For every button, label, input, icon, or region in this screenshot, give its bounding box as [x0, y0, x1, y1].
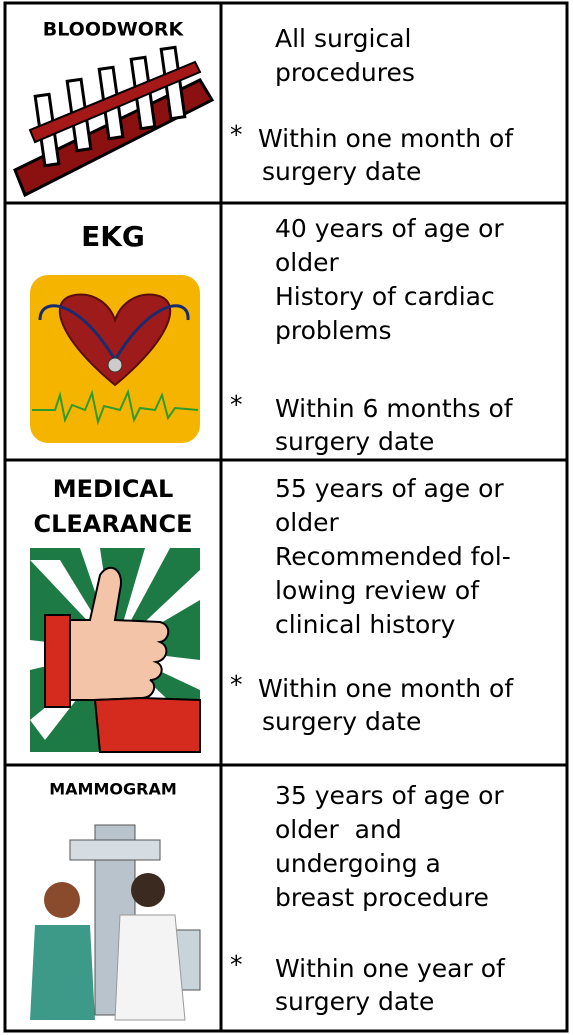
- note-marker: *: [230, 390, 243, 419]
- note-marker: *: [230, 670, 243, 699]
- ekg-icon: [30, 275, 200, 443]
- criteria-line: 40 years of age or: [275, 214, 504, 243]
- note-line: Within one year of: [275, 954, 506, 983]
- note-line: surgery date: [275, 987, 434, 1016]
- note-line: surgery date: [262, 157, 421, 186]
- row-label: CLEARANCE: [33, 510, 192, 538]
- row-label: MEDICAL: [53, 475, 174, 503]
- criteria-line: procedures: [275, 58, 415, 87]
- criteria-line: Recommended fol-: [275, 542, 511, 571]
- criteria-line: All surgical: [275, 24, 411, 53]
- criteria-line: older: [275, 508, 339, 537]
- row-label: BLOODWORK: [43, 19, 185, 41]
- mammogram-icon: [30, 824, 201, 1021]
- criteria-line: problems: [275, 316, 391, 345]
- note-marker: *: [230, 120, 243, 149]
- row-label: EKG: [81, 220, 145, 253]
- criteria-line: breast procedure: [275, 883, 489, 912]
- criteria-line: older and: [275, 815, 402, 844]
- criteria-line: older: [275, 248, 339, 277]
- note-line: Within one month of: [258, 674, 514, 703]
- test-tube-icon: [13, 45, 215, 198]
- criteria-line: lowing review of: [275, 576, 480, 605]
- note-line: surgery date: [262, 707, 421, 736]
- criteria-line: History of cardiac: [275, 282, 495, 311]
- criteria-line: 55 years of age or: [275, 474, 504, 503]
- criteria-line: undergoing a: [275, 849, 441, 878]
- note-marker: *: [230, 950, 243, 979]
- note-line: surgery date: [275, 427, 434, 456]
- table-borders: [3, 1, 569, 1033]
- criteria-line: clinical history: [275, 610, 456, 639]
- row-label: MAMMOGRAM: [49, 780, 177, 799]
- note-line: Within 6 months of: [275, 394, 514, 423]
- thumbs-up-icon: [30, 548, 201, 753]
- note-line: Within one month of: [258, 124, 514, 153]
- criteria-line: 35 years of age or: [275, 781, 504, 810]
